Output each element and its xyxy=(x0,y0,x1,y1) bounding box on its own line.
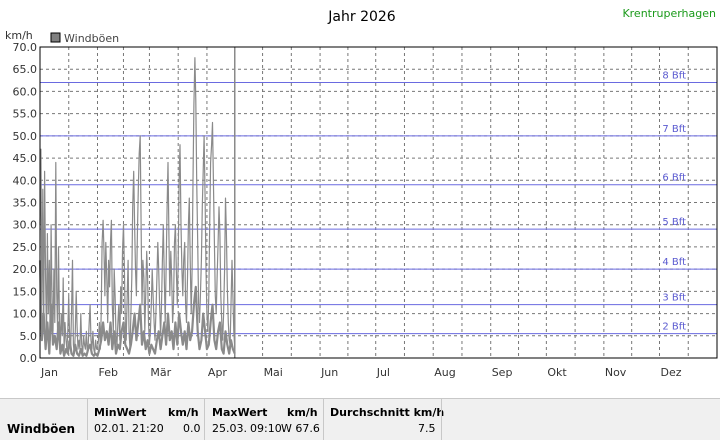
y-tick-label: 15.0 xyxy=(13,285,38,298)
min-unit: km/h xyxy=(168,406,199,419)
chart-title: Jahr 2026 xyxy=(327,9,396,25)
bft-label: 7 Bft xyxy=(662,124,686,135)
legend: Windböen xyxy=(50,32,119,45)
x-tick-label: Jan xyxy=(40,366,58,379)
bft-label: 2 Bft xyxy=(662,322,686,333)
beaufort-lines: 2 Bft 3 Bft 4 Bft 5 Bft 6 Bft 7 Bft 8 Bft xyxy=(40,71,717,335)
min-time: 21:20 xyxy=(132,422,164,435)
y-tick-label: 35.0 xyxy=(13,197,38,210)
x-tick-label: Jun xyxy=(320,366,338,379)
series-gust-line xyxy=(39,57,236,355)
plot-frame xyxy=(39,46,718,359)
y-tick-label: 5.0 xyxy=(20,330,38,343)
y-tick-label: 55.0 xyxy=(13,108,38,121)
y-tick-label: 30.0 xyxy=(13,219,38,232)
stats-divider xyxy=(87,399,88,440)
x-tick-label: Dez xyxy=(661,366,682,379)
y-tick-label: 65.0 xyxy=(13,63,38,76)
x-tick-label: Mai xyxy=(264,366,283,379)
legend-label: Windböen xyxy=(64,32,119,45)
max-unit: km/h xyxy=(287,406,318,419)
stats-row-label: Windböen xyxy=(7,422,75,436)
stats-divider xyxy=(441,399,442,440)
max-time: 09:10 xyxy=(250,422,282,435)
y-tick-label: 45.0 xyxy=(13,152,38,165)
bft-label: 6 Bft xyxy=(662,173,686,184)
max-value: W 67.6 xyxy=(281,422,320,435)
y-axis-ticks: 0.0 5.0 10.0 15.0 20.0 25.0 30.0 35.0 40.0 45.0 50… xyxy=(13,41,38,365)
max-header: MaxWert xyxy=(212,406,268,419)
min-value: 0.0 xyxy=(183,422,201,435)
stats-panel: Windböen MinWert km/h 02.01. 21:20 0.0 M… xyxy=(0,398,720,440)
y-tick-label: 0.0 xyxy=(20,352,38,365)
x-tick-label: Sep xyxy=(492,366,513,379)
avg-value: 7.5 xyxy=(418,422,436,435)
series-windboeen xyxy=(38,47,236,358)
x-tick-label: Feb xyxy=(98,366,117,379)
x-tick-label: Nov xyxy=(605,366,627,379)
bft-label: 3 Bft xyxy=(662,293,686,304)
min-date: 02.01. xyxy=(94,422,129,435)
y-tick-label: 40.0 xyxy=(13,174,38,187)
x-tick-label: Aug xyxy=(434,366,455,379)
bft-label: 4 Bft xyxy=(662,257,686,268)
y-tick-label: 20.0 xyxy=(13,263,38,276)
y-tick-label: 60.0 xyxy=(13,85,38,98)
x-tick-label: Mär xyxy=(150,366,171,379)
bft-label: 8 Bft xyxy=(662,71,686,82)
x-tick-label: Jul xyxy=(376,366,390,379)
y-tick-label: 70.0 xyxy=(13,41,38,54)
stats-divider xyxy=(323,399,324,440)
x-axis-ticks: Jan Feb Mär Apr Mai Jun Jul Aug Sep Okt Nov Dez xyxy=(40,366,682,379)
station-name: Krentruperhagen xyxy=(622,7,716,20)
y-tick-label: 25.0 xyxy=(13,241,38,254)
series-base-line xyxy=(38,260,236,357)
x-tick-label: Apr xyxy=(208,366,228,379)
avg-header: Durchschnitt km/h xyxy=(330,406,445,419)
legend-swatch xyxy=(50,32,61,43)
x-tick-label: Okt xyxy=(547,366,567,379)
y-tick-label: 50.0 xyxy=(13,130,38,143)
chart: Jahr 2026 Krentruperhagen km/h Windböen … xyxy=(5,7,718,379)
y-tick-label: 10.0 xyxy=(13,308,38,321)
bft-label: 5 Bft xyxy=(662,217,686,228)
max-date: 25.03. xyxy=(212,422,247,435)
stats-divider xyxy=(204,399,205,440)
y-unit-label: km/h xyxy=(5,29,33,42)
min-header: MinWert xyxy=(94,406,147,419)
